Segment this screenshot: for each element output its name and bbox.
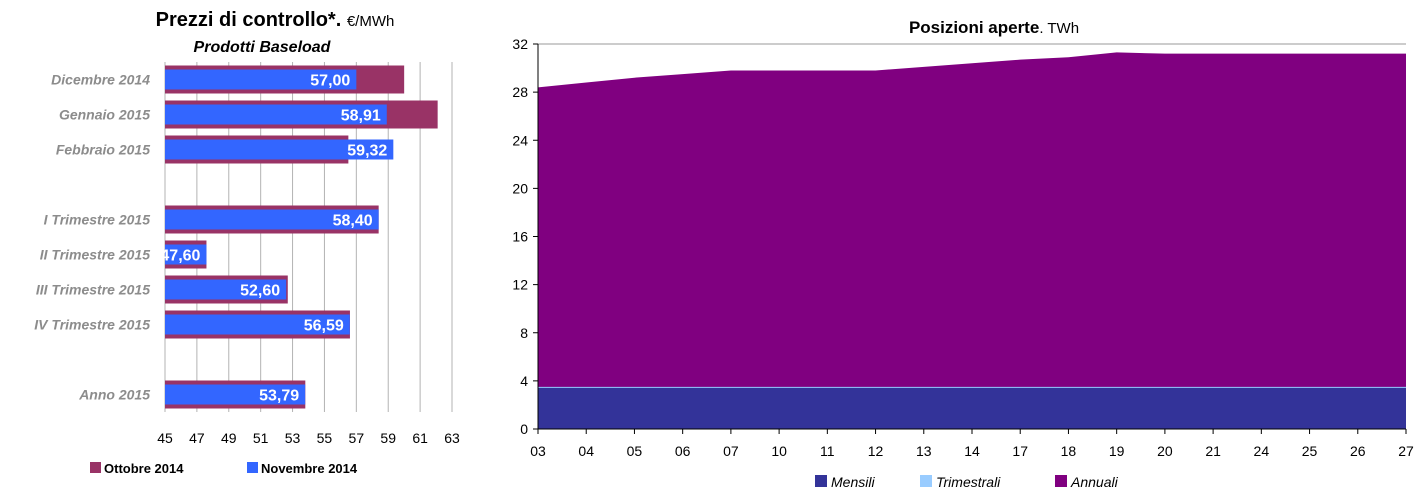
x-tick-label: 14 [964,443,980,459]
x-tick-label: 47 [189,430,205,446]
x-tick-label: 45 [157,430,173,446]
x-tick-label: 24 [1254,443,1270,459]
x-tick-label: 07 [723,443,739,459]
chart-title-text: Prezzi di controllo*. [156,9,347,31]
x-tick-label: 18 [1061,443,1077,459]
bar-data-label: 56,59 [304,318,344,335]
bar-novembre-2014 [165,314,350,335]
bar-data-label: 58,40 [333,213,373,230]
bar-data-label: 57,00 [310,73,350,90]
category-label: Dicembre 2014 [51,72,150,88]
bar-novembre-2014 [165,69,357,90]
y-tick-label: 32 [512,36,528,52]
price-bar-chart: Prezzi di controllo*. €/MWh Prodotti Base… [34,9,460,476]
bar-data-label: 47,60 [160,248,200,265]
bar-novembre-2014 [165,244,207,265]
chart-title-unit: €/MWh [347,13,395,30]
category-label: IV Trimestre 2015 [34,317,150,333]
x-tick-label: 49 [221,430,237,446]
y-tick-label: 4 [520,373,528,389]
category-label: III Trimestre 2015 [36,282,150,298]
x-tick-label: 12 [868,443,884,459]
bar-novembre-2014 [165,384,306,405]
x-tick-label: 25 [1302,443,1318,459]
x-tick-label: 27 [1398,443,1414,459]
legend-swatch-annuali [1055,475,1067,487]
legend-label-novembre-2014: Novembre 2014 [261,461,358,476]
y-tick-label: 24 [512,132,528,148]
chart-title: Posizioni aperte. TWh [909,18,1079,37]
y-tick-label: 0 [520,421,528,437]
y-tick-label: 28 [512,84,528,100]
category-label: Febbraio 2015 [56,142,150,158]
x-tick-label: 06 [675,443,691,459]
legend-label-annuali: Annuali [1070,474,1119,489]
category-label: Gennaio 2015 [59,107,150,123]
y-tick-label: 20 [512,180,528,196]
x-tick-label: 04 [578,443,594,459]
bar-novembre-2014 [165,209,379,230]
area-annuali [538,52,1406,387]
bar-novembre-2014 [165,139,394,160]
legend-label-ottobre-2014: Ottobre 2014 [104,461,184,476]
x-tick-label: 13 [916,443,932,459]
legend-swatch-trimestrali [920,475,932,487]
x-tick-label: 53 [285,430,301,446]
x-tick-label: 59 [380,430,396,446]
bar-novembre-2014 [165,279,287,300]
x-tick-label: 10 [771,443,787,459]
x-tick-label: 63 [444,430,460,446]
x-tick-label: 20 [1157,443,1173,459]
chart-title: Prezzi di controllo*. €/MWh [156,9,395,31]
x-tick-label: 19 [1109,443,1125,459]
x-tick-label: 21 [1205,443,1221,459]
legend-label-mensili: Mensili [831,474,875,489]
chart-subtitle: Prodotti Baseload [194,39,332,56]
bar-data-label: 53,79 [259,388,299,405]
chart-title-text: Posizioni aperte [909,18,1039,37]
bar-novembre-2014 [165,104,387,125]
x-tick-label: 17 [1012,443,1028,459]
x-tick-label: 51 [253,430,269,446]
x-tick-label: 11 [820,443,835,459]
bar-data-label: 59,32 [347,143,387,160]
legend-label-trimestrali: Trimestrali [936,474,1001,489]
x-tick-label: 05 [627,443,643,459]
bar-data-label: 52,60 [240,283,280,300]
category-label: Anno 2015 [78,387,150,403]
x-tick-label: 26 [1350,443,1366,459]
y-tick-label: 8 [520,325,528,341]
y-tick-label: 16 [512,229,528,245]
category-label: II Trimestre 2015 [40,247,150,263]
bar-data-label: 58,91 [341,108,381,125]
x-tick-label: 61 [412,430,428,446]
y-tick-label: 12 [512,277,528,293]
x-tick-label: 03 [530,443,546,459]
legend-swatch-mensili [815,475,827,487]
x-tick-label: 55 [317,430,333,446]
x-tick-label: 57 [349,430,365,446]
chart-title-unit: . TWh [1039,20,1079,37]
legend-swatch-novembre-2014 [247,462,258,473]
area-mensili [538,386,1406,429]
legend-swatch-ottobre-2014 [90,462,101,473]
category-label: I Trimestre 2015 [44,212,151,228]
